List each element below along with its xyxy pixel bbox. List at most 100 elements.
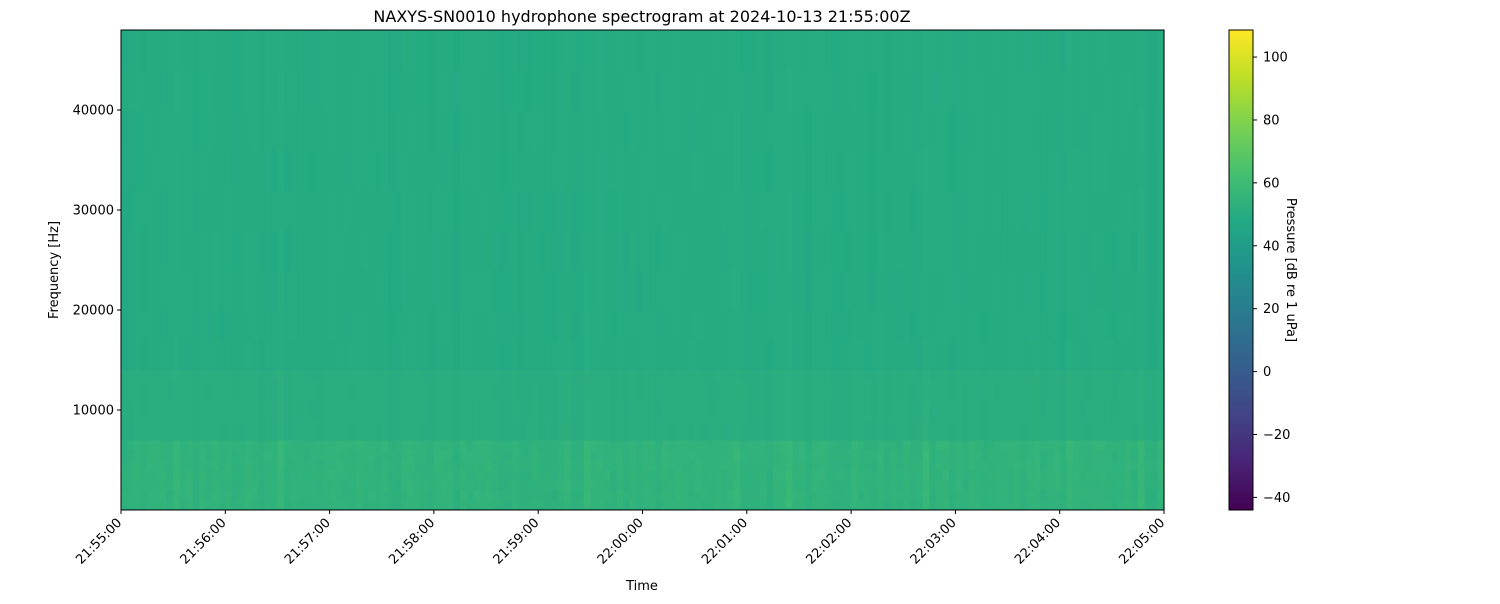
heatmap-cell: [538, 460, 546, 471]
heatmap-cell: [479, 400, 487, 421]
heatmap-cell: [981, 500, 989, 508]
heatmap-cell: [297, 470, 305, 481]
heatmap-cell: [388, 490, 396, 501]
heatmap-cell: [1072, 190, 1080, 231]
heatmap-cell: [1066, 460, 1074, 471]
heatmap-cell: [974, 230, 983, 271]
heatmap-cell: [473, 490, 481, 501]
heatmap-cell: [368, 400, 376, 421]
heatmap-cell: [205, 380, 213, 401]
heatmap-cell: [844, 230, 852, 271]
heatmap-cell: [987, 450, 996, 461]
heatmap-cell: [1144, 507, 1152, 511]
heatmap-cell: [1118, 460, 1126, 471]
heatmap-cell: [531, 490, 539, 501]
heatmap-cell: [1085, 470, 1093, 481]
heatmap-cell: [453, 70, 461, 111]
heatmap-cell: [557, 480, 565, 491]
heatmap-cell: [427, 370, 435, 381]
heatmap-cell: [870, 150, 878, 191]
heatmap-cell: [420, 480, 428, 491]
heatmap-cell: [851, 500, 859, 508]
heatmap-cell: [772, 370, 780, 381]
heatmap-cell: [675, 490, 683, 501]
heatmap-cell: [740, 370, 748, 381]
heatmap-cell: [1020, 470, 1028, 481]
heatmap-cell: [1066, 400, 1074, 421]
heatmap-cell: [961, 310, 970, 341]
heatmap-cell: [166, 440, 174, 451]
heatmap-cell: [590, 470, 598, 481]
heatmap-cell: [662, 190, 670, 231]
heatmap-cell: [583, 190, 591, 231]
heatmap-cell: [870, 380, 878, 401]
heatmap-cell: [707, 110, 715, 151]
heatmap-cell: [179, 507, 187, 511]
heatmap-cell: [792, 310, 800, 341]
heatmap-cell: [825, 190, 833, 231]
heatmap-cell: [1131, 420, 1139, 441]
heatmap-cell: [844, 70, 852, 111]
heatmap-cell: [407, 370, 415, 381]
heatmap-cell: [192, 370, 200, 381]
heatmap-cell: [134, 370, 142, 381]
heatmap-cell: [1014, 420, 1022, 441]
heatmap-cell: [1157, 310, 1165, 341]
heatmap-cell: [590, 480, 598, 491]
heatmap-cell: [349, 470, 357, 481]
heatmap-cell: [1059, 70, 1067, 111]
heatmap-cell: [792, 70, 800, 111]
heatmap-cell: [264, 500, 272, 508]
heatmap-cell: [134, 450, 142, 461]
heatmap-cell: [785, 500, 794, 508]
heatmap-cell: [218, 310, 226, 341]
heatmap-cell: [583, 380, 591, 401]
heatmap-cell: [375, 460, 383, 471]
heatmap-cell: [362, 420, 370, 441]
heatmap-cell: [596, 470, 604, 481]
heatmap-cell: [727, 470, 735, 481]
heatmap-cell: [635, 490, 644, 501]
heatmap-cell: [727, 507, 735, 511]
heatmap-cell: [446, 370, 455, 381]
heatmap-cell: [446, 490, 455, 501]
heatmap-cell: [583, 30, 591, 71]
heatmap-cell: [649, 30, 657, 71]
heatmap-cell: [1150, 420, 1159, 441]
heatmap-cell: [342, 490, 350, 501]
heatmap-cell: [1027, 190, 1035, 231]
heatmap-cell: [283, 507, 292, 511]
heatmap-cell: [805, 310, 813, 341]
heatmap-cell: [238, 460, 246, 471]
heatmap-cell: [766, 420, 774, 441]
heatmap-cell: [896, 310, 904, 341]
heatmap-cell: [1059, 150, 1067, 191]
heatmap-cell: [121, 110, 129, 151]
heatmap-cell: [890, 460, 898, 471]
heatmap-cell: [1105, 230, 1113, 271]
heatmap-cell: [948, 340, 956, 371]
heatmap-cell: [935, 500, 943, 508]
heatmap-cell: [362, 270, 370, 311]
heatmap-cell: [609, 440, 618, 451]
heatmap-cell: [746, 480, 754, 491]
heatmap-cell: [414, 340, 422, 371]
heatmap-cell: [707, 400, 715, 421]
heatmap-cell: [929, 420, 937, 441]
heatmap-cell: [368, 480, 376, 491]
heatmap-cell: [1072, 500, 1080, 508]
heatmap-cell: [147, 480, 155, 491]
heatmap-cell: [655, 380, 663, 401]
heatmap-cell: [160, 310, 168, 341]
heatmap-cell: [681, 310, 689, 341]
heatmap-cell: [838, 230, 846, 271]
heatmap-cell: [499, 190, 507, 231]
heatmap-cell: [668, 340, 676, 371]
heatmap-cell: [792, 110, 800, 151]
heatmap-cell: [968, 450, 976, 461]
heatmap-cell: [251, 420, 259, 441]
heatmap-cell: [459, 440, 468, 451]
heatmap-cell: [629, 450, 637, 461]
heatmap-cell: [714, 370, 722, 381]
heatmap-cell: [987, 470, 996, 481]
